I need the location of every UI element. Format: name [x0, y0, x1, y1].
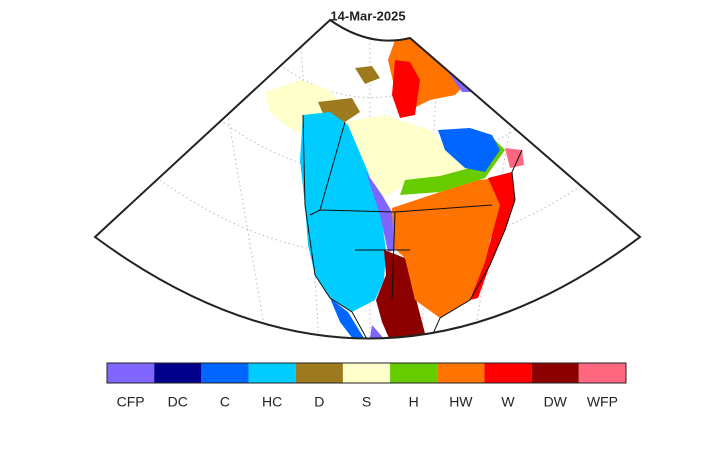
colorbar-label: D	[314, 394, 324, 410]
colorbar-label: WFP	[587, 394, 618, 410]
colorbar-frame	[106, 362, 627, 384]
colorbar-label: HC	[262, 394, 282, 410]
colorbar-cell	[295, 363, 343, 383]
colorbar-label: DC	[168, 394, 188, 410]
colorbar-label: CFP	[117, 394, 145, 410]
colorbar-label: H	[409, 394, 419, 410]
region	[300, 112, 386, 312]
colorbar-label: C	[220, 394, 230, 410]
region	[400, 140, 505, 195]
graticule	[159, 179, 591, 256]
colorbar-label: HW	[449, 394, 473, 410]
colorbar: CFP DC C HC D S H HW W DW WFP	[106, 362, 627, 410]
colorbar-cell	[390, 363, 438, 383]
region	[355, 66, 380, 84]
map-title: 14-Mar-2025	[330, 8, 405, 23]
region	[376, 250, 428, 339]
colorbar-cell	[342, 363, 391, 383]
map-frame	[93, 18, 642, 340]
colorbar-cell	[484, 363, 532, 383]
colorbar-cell	[201, 363, 249, 383]
region	[438, 128, 500, 172]
colorbar-label: S	[362, 394, 371, 410]
colorbar-label: DW	[544, 394, 568, 410]
colorbar-cell	[248, 363, 296, 383]
colorbar-cell	[154, 363, 202, 383]
colorbar-label: W	[501, 394, 515, 410]
region	[392, 60, 420, 118]
region	[265, 80, 345, 135]
map-area	[159, 29, 591, 339]
region	[330, 298, 372, 339]
region	[455, 330, 475, 339]
region	[505, 148, 524, 168]
borders	[302, 114, 523, 339]
region	[470, 172, 515, 300]
colorbar-cell	[437, 363, 485, 383]
region	[370, 325, 395, 339]
colorbar-cell	[578, 363, 626, 383]
colorbar-cell	[531, 363, 579, 383]
colorbar-cell	[107, 363, 155, 383]
